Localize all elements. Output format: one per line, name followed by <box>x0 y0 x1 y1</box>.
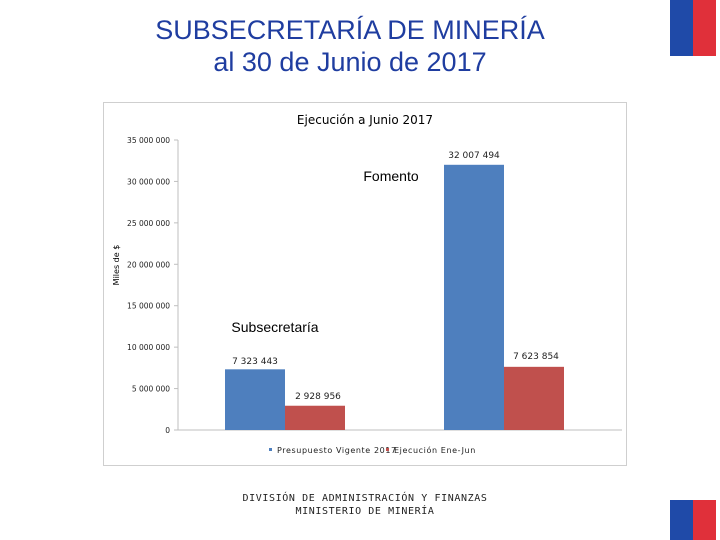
slide-title-line-1: SUBSECRETARÍA DE MINERÍA <box>155 15 545 45</box>
footer: DIVISIÓN DE ADMINISTRACIÓN Y FINANZAS MI… <box>200 492 530 518</box>
chart-title: Ejecución a Junio 2017 <box>297 113 433 127</box>
footer-division: DIVISIÓN DE ADMINISTRACIÓN Y FINANZAS <box>242 493 488 504</box>
category-label-subsecretaria: Subsecretaría <box>231 319 318 335</box>
bar-presupuesto-subsecretaria <box>225 369 285 430</box>
y-tick-label: 20 000 000 <box>127 260 170 269</box>
y-tick-label: 30 000 000 <box>127 177 170 186</box>
slide-title-line-2: al 30 de Junio de 2017 <box>213 47 487 77</box>
legend-label: Presupuesto Vigente 2017 <box>277 446 397 455</box>
y-tick-label: 35 000 000 <box>127 136 170 145</box>
footer-ministry: MINISTERIO DE MINERÍA <box>295 506 435 517</box>
bar-ejecucion-fomento <box>504 366 564 430</box>
y-tick-label: 10 000 000 <box>127 343 170 352</box>
bar-presupuesto-fomento <box>444 164 504 430</box>
flag-decoration-bottom <box>670 500 716 540</box>
flag-blue-stripe <box>670 500 693 540</box>
data-label: 32 007 494 <box>448 151 500 161</box>
flag-decoration-top <box>670 0 716 56</box>
slide-title: SUBSECRETARÍA DE MINERÍA al 30 de Junio … <box>100 14 600 78</box>
legend-swatch <box>386 448 389 451</box>
flag-blue-stripe <box>670 0 693 56</box>
y-tick-label: 25 000 000 <box>127 219 170 228</box>
y-tick-label: 0 <box>165 426 170 435</box>
flag-red-stripe <box>693 500 716 540</box>
chart-frame: Ejecución a Junio 2017 Miles de $ 0 5 000 0… <box>103 102 627 466</box>
y-tick-label: 5 000 000 <box>132 385 170 394</box>
category-label-fomento: Fomento <box>363 168 418 184</box>
bar-chart: Ejecución a Junio 2017 Miles de $ 0 5 000 0… <box>112 113 622 455</box>
flag-red-stripe <box>693 0 716 56</box>
legend-label: Ejecución Ene-Jun <box>394 445 476 455</box>
legend-swatch <box>269 448 272 451</box>
data-label: 7 323 443 <box>232 357 278 367</box>
y-tick-label: 15 000 000 <box>127 302 170 311</box>
bar-ejecucion-subsecretaria <box>285 405 345 430</box>
data-label: 7 623 854 <box>513 352 559 362</box>
data-label: 2 928 956 <box>295 392 341 402</box>
y-axis-label: Miles de $ <box>112 245 121 286</box>
